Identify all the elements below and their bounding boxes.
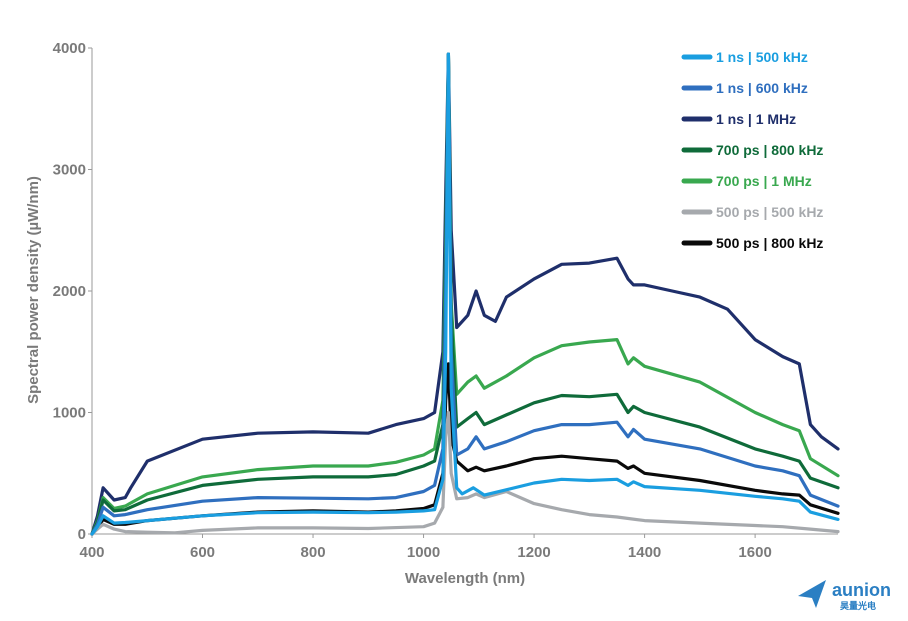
y-tick-label: 1000 (53, 405, 86, 422)
x-tick-label: 1600 (738, 544, 771, 561)
legend-label: 700 ps | 800 kHz (716, 142, 823, 158)
legend-label: 500 ps | 500 kHz (716, 204, 823, 220)
series-line (90, 52, 840, 536)
y-axis-title: Spectral power density (µW/nm) (25, 176, 42, 404)
legend-label: 1 ns | 600 kHz (716, 80, 808, 96)
logo-subtitle: 昊量光电 (840, 600, 876, 611)
y-tick-label: 4000 (53, 40, 86, 57)
legend-label: 700 ps | 1 MHz (716, 173, 812, 189)
x-tick-label: 1400 (628, 544, 661, 561)
logo-arrow-icon (798, 580, 826, 608)
y-tick-label: 2000 (53, 283, 86, 300)
logo-name: aunion (832, 580, 891, 600)
x-tick-label: 1200 (517, 544, 550, 561)
y-tick-label: 0 (78, 526, 86, 543)
x-tick-label: 600 (190, 544, 215, 561)
x-tick-label: 400 (79, 544, 104, 561)
series-group (90, 52, 840, 536)
series-line (90, 410, 840, 536)
x-tick-label: 800 (301, 544, 326, 561)
series-line (90, 52, 840, 536)
y-tick-label: 3000 (53, 162, 86, 179)
x-tick-label: 1000 (407, 544, 440, 561)
series-line (90, 52, 840, 536)
x-axis-title: Wavelength (nm) (405, 570, 525, 587)
legend-label: 1 ns | 500 kHz (716, 49, 808, 65)
axes: 0 1000 2000 3000 4000 400 600 800 1000 1200 1400 16… (53, 40, 838, 561)
legend: 1 ns | 500 kHz 1 ns | 600 kHz 1 ns | 1 MHz… (681, 49, 823, 251)
legend-label: 1 ns | 1 MHz (716, 111, 796, 127)
legend-label: 500 ps | 800 kHz (716, 235, 823, 251)
logo: aunion 昊量光电 (798, 580, 891, 611)
